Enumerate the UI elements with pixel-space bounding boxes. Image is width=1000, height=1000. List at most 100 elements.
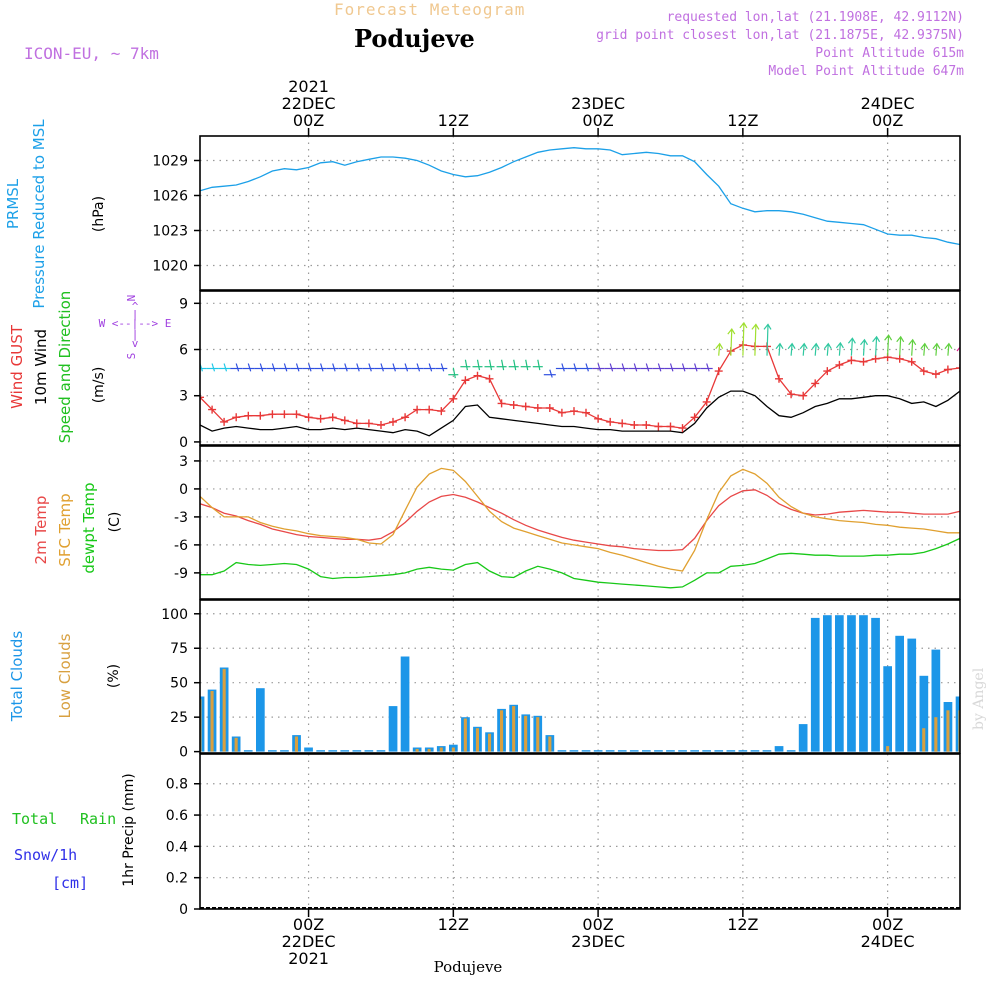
axis-label-pressure: Pressure Reduced to MSL bbox=[30, 119, 48, 309]
axis-unit-percent: (%) bbox=[106, 664, 122, 688]
y-tick-label: 100 bbox=[161, 607, 188, 623]
axis-label-gust: Wind GUST bbox=[8, 324, 26, 409]
y-tick-label: -9 bbox=[174, 566, 188, 582]
time-label-bottom: 00Z bbox=[872, 915, 903, 934]
wind-arrow bbox=[730, 329, 733, 356]
y-tick-label: 0 bbox=[179, 435, 188, 451]
low-cloud-bar bbox=[995, 706, 998, 752]
wind-arrow bbox=[223, 363, 228, 372]
gust-marker bbox=[316, 414, 325, 423]
wind-arrow bbox=[706, 363, 710, 372]
total-cloud-bar bbox=[992, 703, 1000, 751]
total-cloud-bar bbox=[726, 750, 736, 752]
y-tick-label: 1023 bbox=[152, 224, 188, 240]
time-label-bottom: 23DEC bbox=[571, 932, 625, 951]
total-cloud-bar bbox=[364, 750, 374, 752]
gust-marker bbox=[871, 354, 880, 363]
wind-arrow-head bbox=[896, 335, 905, 343]
panel-temperature: -9 -6 -3 0 3 2m Temp SFC Temp dewpt Temp (C) bbox=[32, 445, 961, 600]
panel-labels-pressure: PRMSL Pressure Reduced to MSL (hPa) bbox=[4, 119, 107, 309]
wind-arrow bbox=[633, 363, 638, 372]
y-tick-label: 50 bbox=[170, 676, 188, 692]
total-cloud-bar bbox=[557, 750, 567, 752]
axis-unit-ms: (m/s) bbox=[91, 367, 107, 404]
axis-label-total-clouds: Total Clouds bbox=[8, 631, 26, 723]
time-label-bottom: 24DEC bbox=[861, 932, 915, 951]
wind-arrow bbox=[392, 363, 396, 372]
compass-n-arrow: ^ bbox=[132, 300, 139, 313]
low-cloud-bar bbox=[536, 717, 540, 752]
wind-arrow bbox=[766, 324, 769, 356]
wind-arrow bbox=[996, 294, 997, 362]
chart-title: Forecast Meteogram bbox=[334, 0, 526, 19]
total-cloud-bar bbox=[750, 750, 760, 752]
axis-label-direction: Speed and Direction bbox=[56, 291, 74, 444]
total-cloud-bar bbox=[895, 635, 904, 752]
compass-rose: W <--|--> EN^||vS bbox=[99, 295, 172, 360]
panel-frame bbox=[199, 135, 961, 291]
total-cloud-bar bbox=[702, 750, 711, 752]
axis-label-low-clouds: Low Clouds bbox=[56, 633, 74, 718]
low-cloud-bar bbox=[548, 736, 552, 752]
legend-total: Total bbox=[12, 810, 57, 828]
panel-frame bbox=[199, 445, 961, 600]
low-cloud-bar bbox=[983, 706, 986, 752]
wind-arrow bbox=[923, 343, 926, 356]
wind-arrow-head bbox=[956, 346, 960, 352]
gust-marker bbox=[473, 371, 482, 380]
axis-label-2m-temp: 2m Temp bbox=[32, 496, 50, 565]
total-cloud-bar bbox=[907, 638, 917, 752]
gust-marker bbox=[200, 393, 204, 402]
gust-marker bbox=[714, 367, 723, 376]
gust-marker bbox=[799, 391, 808, 400]
gust-marker bbox=[244, 411, 253, 420]
axis-unit-hpa: (hPa) bbox=[91, 196, 107, 232]
total-cloud-bar bbox=[774, 746, 784, 752]
credit-watermark: by Angel bbox=[971, 667, 987, 730]
wind-arrow bbox=[597, 363, 602, 372]
total-cloud-bar bbox=[859, 615, 868, 752]
compass-s-stem: | bbox=[132, 328, 139, 341]
gust-marker bbox=[509, 401, 518, 409]
panel-clouds: 0 25 50 75 100 Total Clouds Low Clouds (%) bbox=[8, 599, 1000, 761]
total-cloud-bar bbox=[388, 706, 398, 752]
gust-marker bbox=[485, 374, 494, 383]
total-cloud-bar bbox=[883, 666, 892, 752]
model-point-altitude: Model Point Altitude 647m bbox=[768, 64, 964, 79]
total-cloud-bar bbox=[605, 750, 615, 752]
gust-marker bbox=[980, 330, 988, 338]
gust-marker bbox=[340, 416, 349, 425]
gust-marker bbox=[449, 394, 458, 403]
low-cloud-bar bbox=[222, 668, 226, 752]
gust-marker bbox=[268, 410, 277, 419]
total-cloud-bar bbox=[593, 750, 603, 752]
series-line-dewpt-temp bbox=[200, 537, 960, 589]
total-cloud-bar bbox=[376, 750, 386, 752]
low-cloud-bar bbox=[294, 736, 298, 752]
plot-area-pressure bbox=[200, 147, 960, 246]
y-tick-label: 3 bbox=[179, 454, 188, 470]
low-cloud-bar bbox=[451, 747, 455, 752]
wind-arrow-head bbox=[727, 328, 736, 335]
wind-arrow bbox=[549, 369, 553, 378]
time-label-top: 24DEC bbox=[861, 94, 915, 113]
total-cloud-bar bbox=[678, 750, 687, 752]
compass-n-stem: | bbox=[132, 308, 139, 321]
total-cloud-bar bbox=[823, 615, 832, 752]
wind-arrow bbox=[247, 363, 252, 372]
gust-marker bbox=[787, 390, 796, 399]
total-cloud-bar bbox=[316, 750, 325, 752]
wind-arrow bbox=[501, 359, 505, 371]
wind-arrow bbox=[356, 363, 360, 372]
gust-marker bbox=[389, 417, 397, 426]
total-cloud-bar bbox=[714, 750, 724, 752]
wind-arrow bbox=[440, 363, 445, 372]
wind-arrow-head bbox=[932, 342, 941, 350]
panel-wind: 0 3 6 9 Wind GUST 10m Wind Speed and Direction… bbox=[8, 290, 997, 451]
gust-marker bbox=[654, 422, 663, 431]
gust-marker bbox=[437, 407, 446, 416]
time-label-top: 00Z bbox=[582, 111, 613, 130]
wind-arrow bbox=[984, 312, 985, 362]
wind-arrow-head bbox=[799, 342, 808, 350]
